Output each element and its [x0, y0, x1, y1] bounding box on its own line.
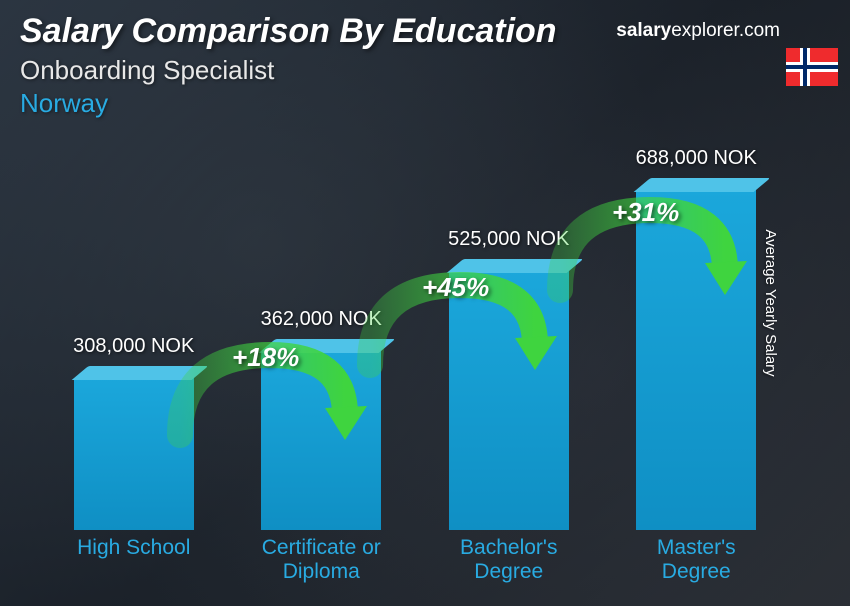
bar: [261, 339, 381, 530]
bar-top-face: [71, 366, 208, 380]
bar-chart: 308,000 NOK High School 362,000 NOK Cert…: [40, 140, 790, 586]
bar-category-label: Bachelor'sDegree: [460, 536, 557, 586]
bar-group: 688,000 NOK Master'sDegree: [603, 140, 791, 586]
bar: [449, 259, 569, 530]
bar-group: 308,000 NOK High School: [40, 140, 228, 586]
bar-area: 308,000 NOK: [40, 140, 228, 530]
bar-category-label: Certificate orDiploma: [262, 536, 381, 586]
bar-category-label: High School: [77, 536, 190, 586]
bar-top-face: [446, 259, 583, 273]
bar-category-label: Master'sDegree: [657, 536, 736, 586]
brand-rest: explorer.com: [671, 20, 780, 41]
bar-value-label: 308,000 NOK: [73, 335, 194, 358]
bar-area: 362,000 NOK: [228, 140, 416, 530]
bar-value-label: 688,000 NOK: [636, 147, 757, 170]
bar-top-face: [259, 339, 396, 353]
bar-group: 362,000 NOK Certificate orDiploma: [228, 140, 416, 586]
bar-front-face: [261, 351, 381, 530]
bar-value-label: 362,000 NOK: [261, 308, 382, 331]
bar-group: 525,000 NOK Bachelor'sDegree: [415, 140, 603, 586]
bar: [74, 366, 194, 530]
bar-front-face: [74, 378, 194, 530]
bar-top-face: [634, 178, 771, 192]
bar-area: 525,000 NOK: [415, 140, 603, 530]
bar: [636, 178, 756, 530]
bar-area: 688,000 NOK: [603, 140, 791, 530]
norway-flag-icon: [786, 48, 838, 86]
bar-front-face: [449, 271, 569, 530]
chart-subtitle: Onboarding Specialist: [20, 55, 830, 86]
brand-bold: salary: [616, 20, 671, 41]
bar-value-label: 525,000 NOK: [448, 228, 569, 251]
bar-front-face: [636, 190, 756, 530]
brand-logo: salaryexplorer.com: [616, 20, 780, 42]
chart-country: Norway: [20, 88, 830, 119]
